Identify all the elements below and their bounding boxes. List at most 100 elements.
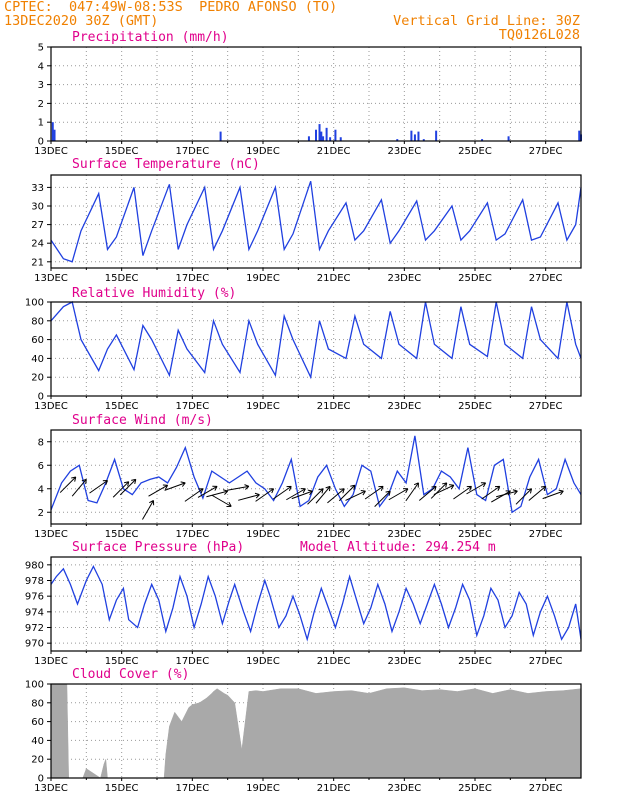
y-tick-label: 80 (31, 316, 44, 327)
precip-bar (417, 131, 420, 141)
x-tick-label: 21DEC (317, 656, 351, 667)
precip-bar (578, 130, 581, 141)
wind-arrow-head (81, 478, 87, 485)
panel-frame (50, 46, 582, 142)
x-tick-label: 21DEC (317, 401, 351, 412)
wind-arrow-head (494, 485, 501, 491)
temperature-title: Surface Temperature (nC) (72, 157, 260, 172)
x-tick-label: 13DEC (34, 401, 68, 412)
panel-frame (50, 429, 582, 525)
precip-bar (481, 139, 484, 141)
x-tick-label: 25DEC (458, 273, 492, 284)
wind-arrow-head (413, 482, 419, 488)
cloud-cover-title: Cloud Cover (%) (72, 667, 189, 682)
pressure-title: Surface Pressure (hPa) (72, 540, 244, 555)
wind-arrow (184, 488, 204, 502)
wind-arrow (148, 484, 168, 497)
y-tick-label: 0 (38, 392, 44, 403)
y-tick-label: 980 (25, 560, 44, 571)
panel-frame (50, 556, 582, 652)
y-tick-label: 2 (38, 508, 44, 519)
wind-arrow (430, 482, 448, 499)
wind-arrow (255, 488, 274, 502)
wind-arrow (89, 480, 108, 494)
precip-bar (422, 139, 425, 141)
x-tick-label: 15DEC (105, 401, 139, 412)
x-tick-label: 13DEC (34, 656, 68, 667)
wind-arrow (286, 488, 306, 501)
wind-arrow (206, 490, 228, 498)
x-tick-label: 23DEC (387, 656, 421, 667)
x-tick-label: 23DEC (387, 783, 421, 794)
y-tick-label: 0 (38, 137, 44, 148)
x-tick-label: 19DEC (246, 273, 280, 284)
precip-bar (329, 137, 332, 141)
wind-panel: 2 4 6 8 13DEC 15DEC 17DEC 19DEC 21DEC 23DEC 25DEC 2… (34, 413, 582, 540)
wind-arrow (364, 485, 384, 500)
y-tick-label: 30 (31, 202, 44, 213)
x-tick-label: 21DEC (317, 529, 351, 540)
y-tick-label: 40 (31, 354, 44, 365)
wind-arrow-head (149, 500, 155, 506)
x-tick-label: 23DEC (387, 529, 421, 540)
wind-arrow-head (180, 481, 186, 487)
wind-arrow-head (102, 480, 108, 486)
wind-arrow-head (71, 476, 77, 482)
precip-bar (339, 137, 342, 141)
x-tick-label: 25DEC (458, 529, 492, 540)
wind-arrow (418, 486, 437, 501)
wind-arrow-head (449, 484, 455, 490)
x-tick-label: 25DEC (458, 783, 492, 794)
y-tick-label: 33 (31, 183, 44, 194)
x-tick-label: 19DEC (246, 529, 280, 540)
wind-arrow-head (350, 484, 356, 490)
x-tick-label: 17DEC (175, 401, 209, 412)
x-tick-label: 27DEC (529, 146, 563, 157)
wind-line (50, 435, 582, 514)
wind-arrow (345, 490, 366, 501)
wind-arrow (142, 500, 154, 520)
x-tick-label: 15DEC (105, 529, 139, 540)
wind-arrow-head (466, 485, 472, 491)
wind-arrow-head (307, 489, 313, 496)
x-tick-label: 21DEC (317, 146, 351, 157)
x-tick-label: 25DEC (458, 146, 492, 157)
y-tick-label: 4 (38, 484, 44, 495)
wind-title: Surface Wind (m/s) (72, 413, 213, 428)
wind-arrow (496, 490, 518, 498)
y-tick-label: 100 (25, 298, 44, 309)
panel-frame (50, 174, 582, 269)
y-tick-label: 3 (38, 80, 44, 91)
precip-bar (219, 131, 222, 141)
pressure-line (50, 564, 582, 642)
model-altitude-label: Model Altitude: 294.254 m (300, 540, 496, 555)
humidity-panel: 0 20 40 60 80 100 13DEC 15DEC 17DEC 19DEC 21DEC 23D… (25, 286, 582, 412)
station-line: CPTEC: 047:49W-08:53S PEDRO AFONSO (TO) (4, 0, 338, 15)
humidity-line (50, 301, 582, 380)
wind-arrow-head (212, 485, 218, 491)
x-tick-label: 23DEC (387, 401, 421, 412)
wind-arrow (528, 486, 546, 501)
wind-arrow-head (198, 488, 204, 494)
y-tick-label: 970 (25, 639, 44, 650)
y-tick-label: 27 (31, 220, 44, 231)
x-tick-label: 21DEC (317, 273, 351, 284)
precip-bar (507, 136, 510, 141)
precip-bar (322, 136, 325, 141)
y-tick-label: 2 (38, 99, 44, 110)
x-tick-label: 17DEC (175, 146, 209, 157)
wind-arrow-head (480, 482, 487, 488)
wind-arrow-head (286, 485, 292, 491)
wind-arrow-head (526, 488, 533, 494)
wind-arrow-head (124, 481, 130, 487)
y-tick-label: 1 (38, 118, 44, 129)
x-tick-label: 15DEC (105, 273, 139, 284)
wind-arrow-head (131, 478, 137, 485)
x-tick-label: 27DEC (529, 273, 563, 284)
wind-arrow (453, 485, 472, 500)
wind-arrow-head (226, 501, 232, 508)
humidity-title: Relative Humidity (%) (72, 286, 236, 301)
x-tick-label: 15DEC (105, 146, 139, 157)
wind-arrow-head (558, 489, 564, 496)
cloud-cover-area (50, 683, 582, 779)
